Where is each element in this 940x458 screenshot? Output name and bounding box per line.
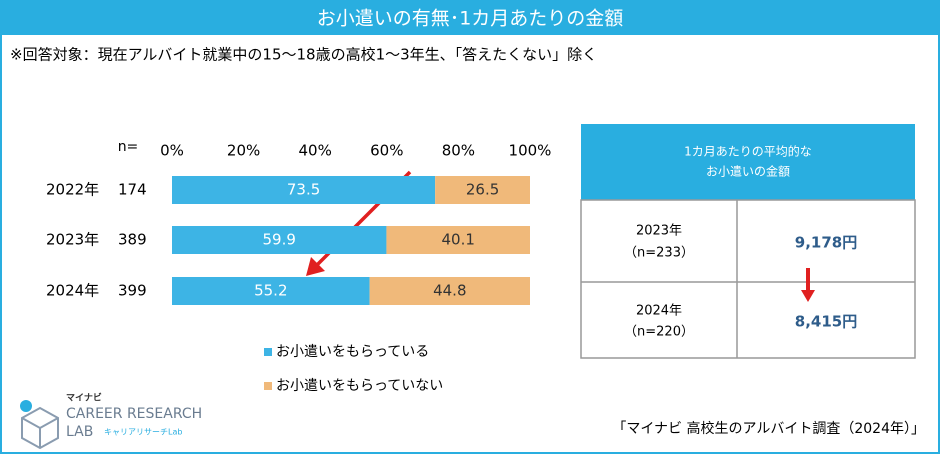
sample-size: （n=220） [624, 325, 694, 340]
data-label: 40.1 [442, 231, 475, 249]
year: 2023年 [636, 224, 682, 239]
logo-brand: マイナビ [66, 392, 102, 404]
table-body [580, 199, 916, 359]
n-value: 389 [118, 231, 147, 249]
logo: マイナビ CAREER RESEARCH LAB キャリアリサーチLab [20, 392, 202, 450]
x-tick-label: 20% [227, 142, 260, 160]
x-tick-label: 0% [160, 142, 184, 160]
source: 「マイナビ 高校生のアルバイト調査（2024年）」 [612, 420, 925, 437]
table: 1カ月あたりの平均的な お小遣いの金額 2023年 （n=233） 9,178円… [580, 124, 916, 359]
data-label: 59.9 [263, 231, 296, 249]
x-tick-label: 60% [370, 142, 403, 160]
bar-segment [369, 277, 530, 305]
note: ※回答対象：現在アルバイト就業中の15～18歳の高校1～3年生、「答えたくない」… [10, 46, 597, 64]
category-label: 2023年 [46, 231, 99, 249]
category-label: 2022年 [46, 181, 99, 199]
logo-line1: CAREER RESEARCH [66, 406, 202, 422]
legend-label: お小遣いをもらっている [276, 344, 429, 360]
legend-label: お小遣いをもらっていない [276, 378, 443, 394]
table-header [581, 124, 915, 200]
bar-segment [172, 176, 436, 204]
legend-swatch [264, 382, 272, 390]
logo-cube-edges [21, 417, 59, 448]
table-header-text: お小遣いの金額 [706, 164, 790, 179]
x-tick-label: 100% [509, 142, 552, 160]
bar-segment [435, 176, 530, 204]
n-value: 399 [118, 282, 147, 300]
logo-line2: LAB [66, 424, 93, 440]
bar-segment [172, 277, 370, 305]
amount: 8,415円 [795, 313, 857, 331]
trend-arrowhead [306, 257, 325, 276]
data-label: 26.5 [466, 181, 499, 199]
x-tick-label: 80% [442, 142, 475, 160]
logo-cube [21, 406, 59, 450]
table-header-text: 1カ月あたりの平均的な [684, 144, 812, 159]
category-label: 2024年 [46, 282, 99, 300]
bar-segment [386, 226, 530, 254]
x-tick-label: 40% [299, 142, 332, 160]
data-label: 44.8 [433, 282, 466, 300]
legend-swatch [264, 348, 272, 356]
data-label: 55.2 [254, 282, 287, 300]
data-label: 73.5 [287, 181, 320, 199]
logo-dot [20, 400, 32, 412]
title-bar [1, 1, 939, 35]
n-label: n= [118, 139, 139, 155]
year: 2024年 [636, 304, 682, 319]
title: お小遣いの有無･1カ月あたりの金額 [317, 8, 624, 30]
logo-sub: キャリアリサーチLab [104, 428, 182, 437]
sample-size: （n=233） [624, 246, 694, 261]
down-arrowhead [801, 290, 815, 302]
bar-segment [172, 226, 387, 254]
n-value: 174 [118, 181, 147, 199]
amount: 9,178円 [795, 234, 857, 252]
